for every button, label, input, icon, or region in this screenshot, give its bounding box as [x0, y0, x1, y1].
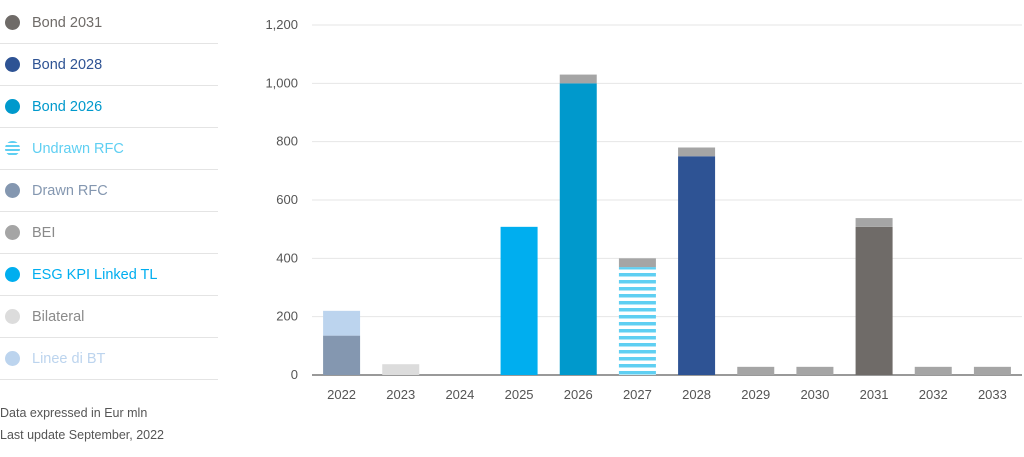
- x-tick-label: 2027: [623, 387, 652, 402]
- x-tick-label: 2023: [386, 387, 415, 402]
- legend-label: Drawn RFC: [32, 182, 108, 199]
- x-tick-label: 2025: [505, 387, 534, 402]
- bar-undrawn_rfc-2027[interactable]: [618, 267, 656, 375]
- y-tick-label: 800: [276, 134, 298, 149]
- y-tick-label: 600: [276, 192, 298, 207]
- legend-label: Bond 2026: [32, 98, 103, 115]
- bar-bei-2031[interactable]: [855, 218, 893, 227]
- bar-bei-2026[interactable]: [559, 74, 597, 84]
- x-tick-label: 2024: [445, 387, 474, 402]
- y-tick-label: 1,000: [265, 75, 298, 90]
- x-tick-label: 2022: [327, 387, 356, 402]
- bar-bei-2033[interactable]: [973, 366, 1011, 375]
- legend-swatch-bilateral: [5, 309, 20, 324]
- legend-item-linee_bt[interactable]: Linee di BT: [0, 338, 218, 380]
- bar-bei-2029[interactable]: [737, 366, 775, 375]
- bar-bei-2027[interactable]: [618, 258, 656, 268]
- legend-item-undrawn_rfc[interactable]: Undrawn RFC: [0, 128, 218, 170]
- bar-bei-2032[interactable]: [914, 366, 952, 375]
- legend-swatch-bond2026: [5, 99, 20, 114]
- x-tick-label: 2028: [682, 387, 711, 402]
- legend-swatch-linee_bt: [5, 351, 20, 366]
- bar-bond2026-2026[interactable]: [559, 83, 597, 375]
- x-tick-label: 2031: [860, 387, 889, 402]
- bars: [323, 74, 1011, 375]
- legend-item-esg[interactable]: ESG KPI Linked TL: [0, 254, 218, 296]
- bar-bond2031-2031[interactable]: [855, 226, 893, 375]
- legend-swatch-undrawn_rfc: [5, 141, 20, 156]
- legend-label: Bond 2028: [32, 56, 103, 73]
- legend-label: Linee di BT: [32, 350, 106, 367]
- legend-item-bilateral[interactable]: Bilateral: [0, 296, 218, 338]
- bar-bei-2028[interactable]: [678, 147, 716, 157]
- legend-label: BEI: [32, 224, 56, 241]
- x-tick-label: 2032: [919, 387, 948, 402]
- legend-swatch-bond2028: [5, 57, 20, 72]
- bar-bond2028-2028[interactable]: [678, 156, 716, 375]
- units-note: Data expressed in Eur mln: [0, 406, 148, 420]
- bar-esg-2025[interactable]: [500, 226, 538, 375]
- legend-swatch-bond2031: [5, 15, 20, 30]
- y-tick-label: 200: [276, 309, 298, 324]
- legend-swatch-bei: [5, 225, 20, 240]
- x-tick-label: 2030: [800, 387, 829, 402]
- legend-item-bond2028[interactable]: Bond 2028: [0, 44, 218, 86]
- x-tick-label: 2033: [978, 387, 1007, 402]
- legend-label: Bond 2031: [32, 14, 103, 31]
- x-tick-label: 2029: [741, 387, 770, 402]
- legend-item-drawn_rfc[interactable]: Drawn RFC: [0, 170, 218, 212]
- y-axis: 0 200 400 600 800 1,000 1,200: [265, 17, 298, 382]
- bar-drawn_rfc-2022[interactable]: [323, 335, 361, 375]
- legend-label: ESG KPI Linked TL: [32, 266, 158, 283]
- legend-label: Undrawn RFC: [32, 140, 124, 157]
- legend-label: Bilateral: [32, 308, 85, 325]
- bar-linee_bt-2022[interactable]: [323, 310, 361, 336]
- y-tick-label: 400: [276, 250, 298, 265]
- x-axis: 2022 2023 2024 2025 2026 2027 2028 2029 2030 2031…: [327, 387, 1007, 402]
- legend: Bond 2031 Bond 2028 Bond 2026 Undrawn RFC Dr…: [0, 2, 218, 380]
- legend-item-bond2026[interactable]: Bond 2026: [0, 86, 218, 128]
- y-tick-label: 1,200: [265, 17, 298, 32]
- legend-item-bond2031[interactable]: Bond 2031: [0, 2, 218, 44]
- chart-notes: Data expressed in Eur mln Last update Se…: [0, 402, 164, 446]
- legend-swatch-drawn_rfc: [5, 183, 20, 198]
- bar-bei-2030[interactable]: [796, 366, 834, 375]
- grid-lines: [312, 24, 1022, 376]
- bar-bilateral-2023[interactable]: [382, 364, 420, 375]
- update-note: Last update September, 2022: [0, 428, 165, 442]
- legend-item-bei[interactable]: BEI: [0, 212, 218, 254]
- legend-swatch-esg: [5, 267, 20, 282]
- y-tick-label: 0: [291, 367, 298, 382]
- x-tick-label: 2026: [564, 387, 593, 402]
